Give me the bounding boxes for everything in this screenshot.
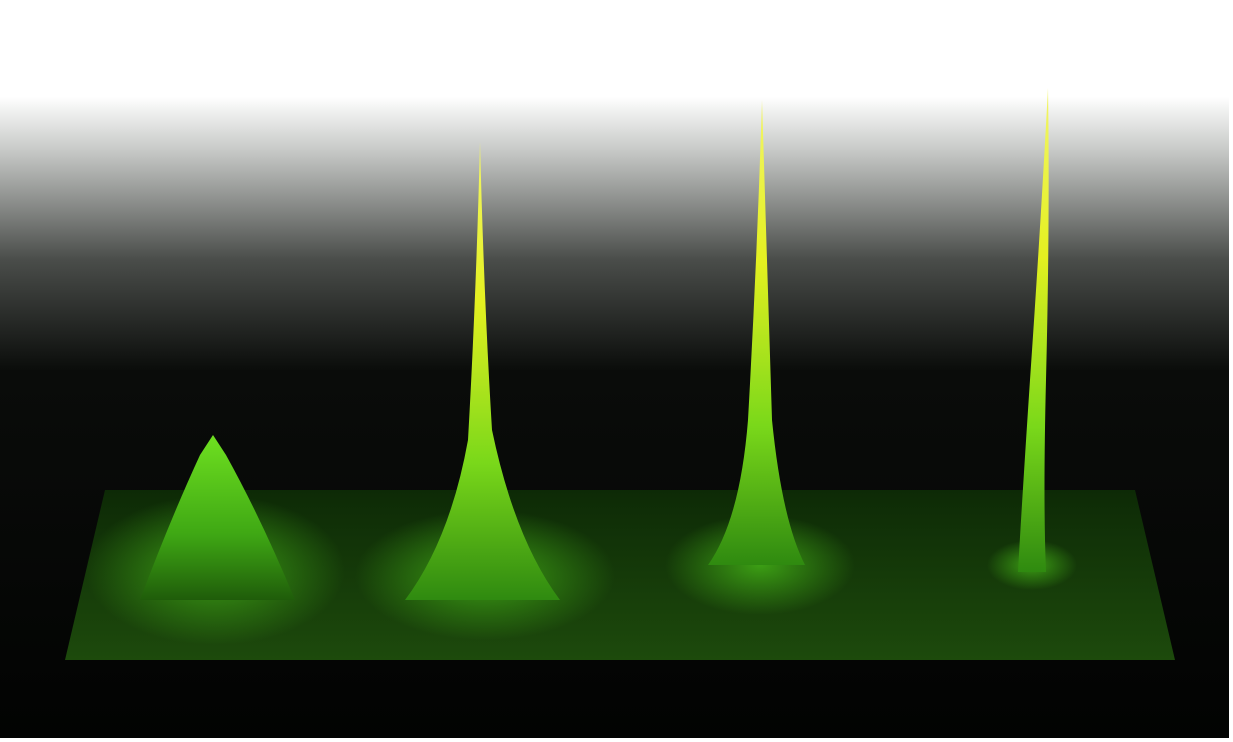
top-border (0, 0, 1233, 4)
page (0, 0, 1233, 742)
scene (0, 0, 1233, 742)
bottom-border (0, 738, 1233, 742)
right-border (1229, 0, 1233, 742)
